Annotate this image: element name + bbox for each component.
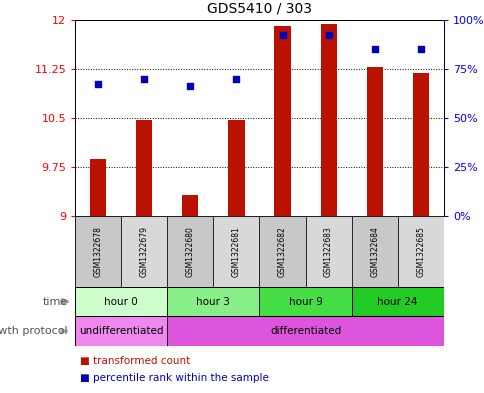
Point — [232, 75, 240, 82]
Bar — [274, 26, 290, 216]
Text: GSM1322682: GSM1322682 — [277, 226, 287, 277]
Text: GSM1322684: GSM1322684 — [369, 226, 378, 277]
Bar — [259, 287, 351, 316]
Bar — [320, 24, 336, 216]
Text: differentiated: differentiated — [270, 326, 340, 336]
Text: growth protocol: growth protocol — [0, 326, 68, 336]
Text: time: time — [43, 297, 68, 307]
Bar — [397, 216, 443, 287]
Point — [324, 32, 332, 39]
Bar — [228, 120, 244, 216]
Bar — [167, 287, 259, 316]
Title: GDS5410 / 303: GDS5410 / 303 — [207, 2, 311, 16]
Bar — [167, 216, 213, 287]
Text: GSM1322681: GSM1322681 — [231, 226, 241, 277]
Point — [370, 46, 378, 52]
Bar — [351, 287, 443, 316]
Bar — [167, 316, 443, 346]
Text: ■ transformed count: ■ transformed count — [80, 356, 190, 366]
Point — [140, 75, 148, 82]
Bar — [182, 195, 198, 216]
Text: undifferentiated: undifferentiated — [79, 326, 163, 336]
Text: hour 9: hour 9 — [288, 297, 322, 307]
Bar — [136, 120, 152, 216]
Bar — [75, 216, 121, 287]
Point — [94, 81, 102, 88]
Text: GSM1322685: GSM1322685 — [415, 226, 424, 277]
Point — [278, 32, 286, 39]
Bar — [90, 159, 106, 216]
Text: GSM1322680: GSM1322680 — [185, 226, 195, 277]
Bar — [259, 216, 305, 287]
Text: hour 3: hour 3 — [196, 297, 230, 307]
Bar — [75, 287, 167, 316]
Bar — [213, 216, 259, 287]
Bar — [75, 316, 167, 346]
Text: hour 24: hour 24 — [377, 297, 417, 307]
Bar — [305, 216, 351, 287]
Text: GSM1322678: GSM1322678 — [93, 226, 103, 277]
Point — [186, 83, 194, 90]
Text: ■ percentile rank within the sample: ■ percentile rank within the sample — [80, 373, 268, 383]
Bar — [351, 216, 397, 287]
Text: hour 0: hour 0 — [104, 297, 138, 307]
Text: GSM1322679: GSM1322679 — [139, 226, 149, 277]
Bar — [121, 216, 167, 287]
Bar — [366, 68, 382, 216]
Point — [416, 46, 424, 52]
Bar — [412, 73, 428, 216]
Text: GSM1322683: GSM1322683 — [323, 226, 333, 277]
